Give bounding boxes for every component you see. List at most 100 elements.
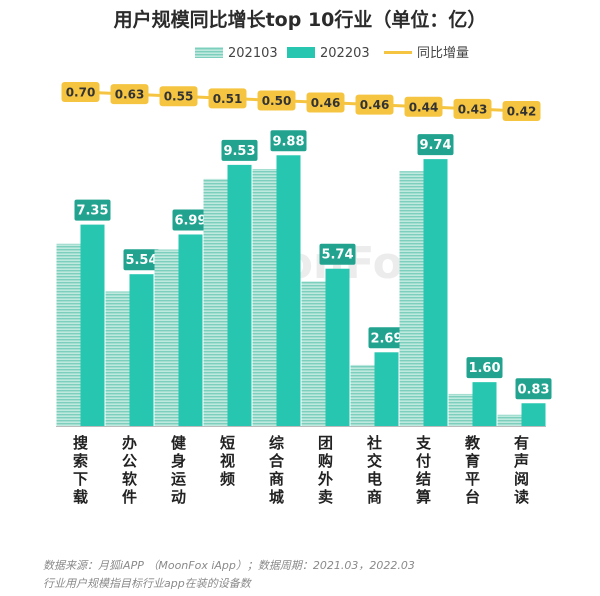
category-label: 支	[415, 434, 432, 452]
category-label: 购	[318, 452, 333, 470]
category-label: 公	[122, 452, 137, 470]
growth-label-box	[502, 101, 541, 121]
growth-label: 0.43	[458, 102, 488, 116]
legend-swatch-202103	[195, 47, 223, 58]
growth-label-box	[355, 94, 394, 115]
value-label-box	[417, 134, 454, 156]
growth-label: 0.46	[311, 96, 341, 110]
growth-label-box	[257, 90, 296, 111]
value-label-box	[368, 327, 405, 349]
category-label: 视	[220, 452, 235, 470]
bar-202103	[252, 168, 277, 426]
value-label-box	[221, 139, 258, 161]
category-label: 载	[73, 488, 88, 506]
category-label: 搜	[73, 434, 89, 452]
category-label: 城	[269, 488, 284, 506]
growth-label-box	[61, 82, 100, 102]
value-label-202203: 1.60	[468, 361, 500, 376]
category-label: 健	[171, 434, 186, 452]
value-label-box	[515, 378, 552, 400]
category-label: 交	[367, 452, 382, 470]
category-label: 身	[171, 452, 186, 470]
growth-label: 0.51	[213, 92, 243, 106]
bar-202103	[301, 281, 326, 426]
value-label-202203: 9.53	[223, 144, 255, 159]
category-label: 算	[416, 488, 431, 506]
bar-202103	[105, 291, 130, 426]
bar-202203	[521, 403, 546, 426]
bar-202203	[129, 274, 154, 426]
category-label: 电	[367, 470, 382, 488]
value-label-202203: 9.88	[272, 134, 304, 149]
growth-label: 0.42	[507, 105, 537, 119]
value-label-box	[74, 199, 111, 221]
category-label: 卖	[318, 488, 333, 506]
legend: 202103 202203 同比增量	[195, 46, 469, 61]
category-label: 有	[514, 434, 529, 452]
bar-202203	[227, 164, 252, 427]
category-label: 件	[122, 488, 137, 506]
value-label-box	[466, 357, 503, 379]
category-label: 教	[464, 434, 481, 452]
category-label: 下	[73, 470, 88, 488]
category-label: 团	[318, 434, 333, 452]
bar-202103	[154, 249, 179, 426]
growth-label-box	[159, 86, 198, 107]
category-label: 运	[171, 470, 186, 488]
bar-202203	[80, 224, 105, 426]
category-label: 合	[268, 452, 285, 470]
category-label: 外	[317, 470, 333, 488]
legend-label-growth: 同比增量	[417, 46, 469, 61]
category-label: 商	[269, 470, 284, 488]
value-label-box	[172, 209, 209, 231]
growth-label: 0.70	[66, 86, 96, 100]
category-label: 短	[220, 434, 235, 452]
category-label: 社	[366, 434, 382, 452]
category-label: 综	[269, 434, 284, 452]
value-label-202203: 6.99	[174, 213, 206, 228]
category-label: 声	[513, 452, 529, 470]
bar-202203	[423, 159, 448, 426]
legend-swatch-202203	[287, 47, 315, 58]
category-label: 软	[122, 470, 137, 488]
category-label: 读	[514, 488, 529, 506]
value-label-202203: 5.54	[125, 253, 157, 268]
value-label-202203: 2.69	[370, 331, 402, 346]
growth-label: 0.46	[360, 98, 390, 112]
value-label-box	[319, 243, 356, 265]
value-label-202203: 7.35	[76, 204, 108, 219]
bar-202103	[56, 243, 81, 426]
category-label: 结	[416, 470, 431, 488]
growth-label: 0.63	[115, 88, 145, 102]
category-label: 平	[465, 470, 480, 488]
value-label-202203: 5.74	[321, 248, 353, 263]
bar-202203	[472, 382, 497, 426]
growth-label-box	[306, 92, 345, 113]
footnote-source: 数据来源：月狐iAPP （MoonFox iApp）；数据周期：2021.03，…	[43, 559, 415, 572]
value-label-box	[270, 130, 307, 152]
footnote-definition: 行业用户规模指目标行业app在装的设备数	[43, 577, 251, 590]
category-label: 办	[122, 434, 137, 452]
value-label-box	[123, 249, 160, 271]
bar-202103	[203, 178, 228, 426]
legend-label-202103: 202103	[228, 46, 278, 61]
growth-label-box	[110, 84, 149, 105]
category-label: 育	[465, 452, 480, 470]
category-label: 动	[171, 488, 186, 506]
category-label: 阅	[514, 470, 529, 488]
legend-label-202203: 202203	[320, 46, 370, 61]
category-label: 台	[465, 488, 480, 506]
value-label-202203: 9.74	[419, 138, 451, 153]
category-label: 频	[220, 470, 235, 488]
growth-label-box	[453, 98, 492, 119]
growth-label-box	[404, 96, 443, 117]
bar-202103	[448, 393, 473, 426]
growth-label-box	[208, 88, 247, 109]
bar-202103	[497, 414, 522, 426]
bar-202203	[178, 234, 203, 426]
bar-202103	[350, 364, 375, 426]
category-label: 索	[73, 452, 88, 470]
bar-202203	[325, 268, 350, 426]
